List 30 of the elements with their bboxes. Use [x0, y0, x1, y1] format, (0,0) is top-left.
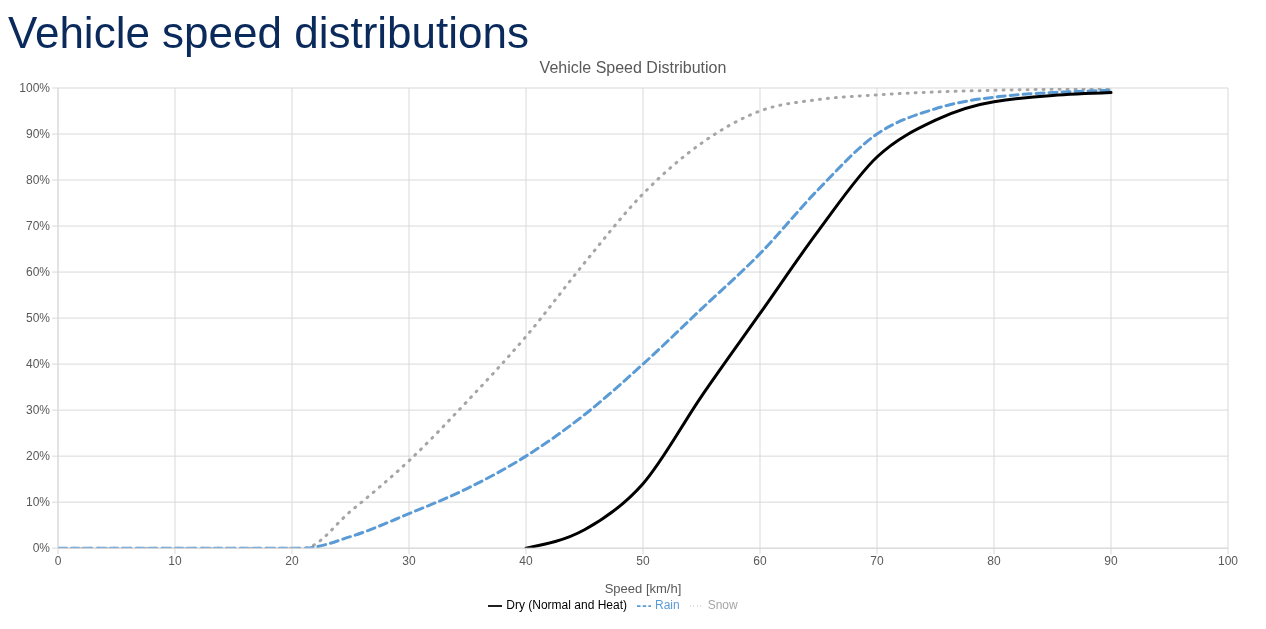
y-tick-label: 30% — [25, 403, 51, 418]
chart-subtitle: Vehicle Speed Distribution — [538, 58, 728, 78]
x-axis-title: Speed [km/h] — [604, 581, 682, 597]
x-tick-label: 40 — [519, 553, 533, 568]
x-tick-label: 50 — [636, 553, 650, 568]
chart-title: Vehicle speed distributions — [8, 8, 530, 58]
y-tick-label: 10% — [25, 495, 51, 510]
x-tick-label: 80 — [987, 553, 1001, 568]
y-tick-label: 80% — [25, 173, 51, 188]
y-tick-label: 40% — [25, 357, 51, 372]
x-tick-label: 70 — [870, 553, 884, 568]
y-tick-label: 60% — [25, 265, 51, 280]
x-tick-label: 20 — [285, 553, 299, 568]
legend-label: Dry (Normal and Heat) — [506, 598, 627, 613]
y-tick-label: 20% — [25, 449, 51, 464]
x-tick-label: 100 — [1217, 553, 1239, 568]
y-tick-label: 70% — [25, 219, 51, 234]
line-series — [524, 91, 1113, 549]
y-tick-label: 50% — [25, 311, 51, 326]
x-tick-label: 0 — [54, 553, 62, 568]
legend-label: Rain — [654, 598, 680, 613]
legend-label: Snow — [707, 598, 738, 613]
x-tick-label: 10 — [168, 553, 182, 568]
line-series — [58, 88, 1113, 549]
y-tick-label: 0% — [32, 541, 51, 556]
x-tick-label: 90 — [1104, 553, 1118, 568]
y-tick-label: 90% — [25, 127, 51, 142]
x-tick-label: 30 — [402, 553, 416, 568]
y-tick-label: 100% — [19, 81, 51, 96]
x-tick-label: 60 — [753, 553, 767, 568]
